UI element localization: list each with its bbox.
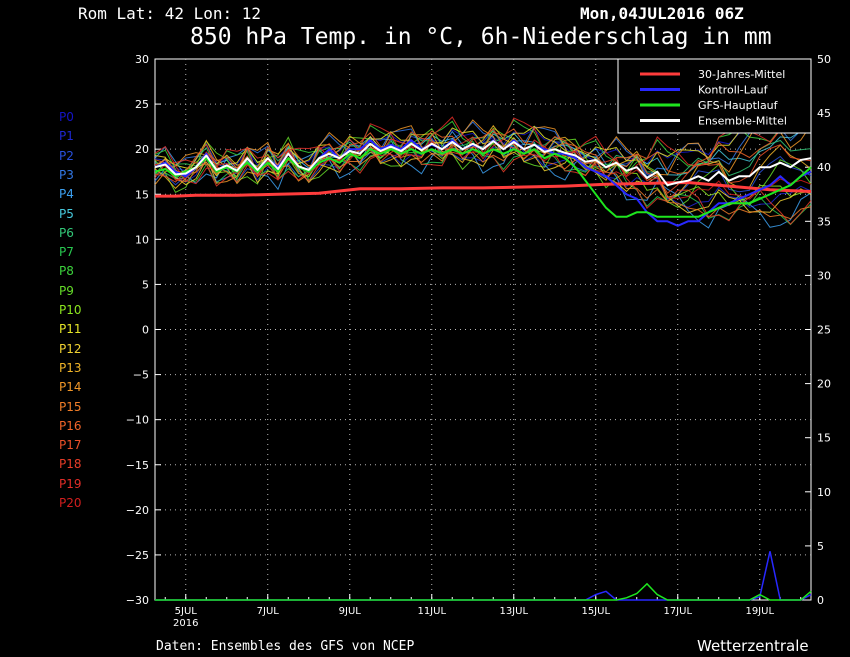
member-label: P6 [59, 225, 74, 240]
y-left-tick-label: 10 [135, 233, 149, 246]
legend-label: Ensemble-Mittel [698, 115, 787, 128]
member-label: P1 [59, 129, 74, 144]
axes: 302520151050−5−10−15−20−25−3050454035302… [126, 53, 831, 629]
member-label: P16 [59, 418, 82, 433]
member-label: P20 [59, 496, 82, 510]
data-source: Daten: Ensembles des GFS von NCEP [156, 639, 415, 654]
y-left-tick-label: −25 [126, 549, 149, 562]
run-datetime: Mon,04JUL2016 06Z [580, 4, 744, 23]
chart-title: 850 hPa Temp. in °C, 6h-Niederschlag in … [190, 24, 772, 50]
member-line-p15 [154, 143, 812, 220]
member-line-p17 [154, 128, 812, 194]
member-line-p11 [154, 97, 812, 177]
member-label: P12 [59, 341, 82, 356]
y-right-tick-label: 10 [817, 486, 831, 499]
precip-line-kontroll-lauf [155, 551, 812, 601]
x-tick-label: 17JUL [663, 606, 692, 617]
member-label: P9 [59, 283, 74, 298]
y-right-tick-label: 0 [817, 594, 824, 607]
y-left-tick-label: 15 [135, 188, 149, 201]
y-left-tick-label: 30 [135, 53, 149, 66]
y-left-tick-label: −10 [126, 414, 149, 427]
member-line-p8 [154, 96, 812, 182]
legend-label: 30-Jahres-Mittel [698, 68, 785, 81]
y-right-tick-label: 45 [817, 107, 831, 120]
x-tick-label: 13JUL [499, 606, 528, 617]
member-label: P0 [59, 110, 74, 124]
y-right-tick-label: 25 [817, 324, 831, 337]
member-label: P17 [59, 438, 82, 453]
x-tick-label: 9JUL [339, 606, 362, 617]
member-label: P18 [59, 457, 82, 472]
member-label: P4 [59, 187, 74, 202]
series-line-ensemble-mittel [154, 140, 812, 187]
x-tick-label: 7JUL [257, 606, 280, 617]
legend-label: GFS-Hauptlauf [698, 99, 779, 112]
legend-label: Kontroll-Lauf [698, 84, 769, 97]
x-tick-label: 19JUL [745, 606, 774, 617]
y-right-tick-label: 15 [817, 432, 831, 445]
y-right-tick-label: 40 [817, 161, 831, 174]
y-left-tick-label: −15 [126, 459, 149, 472]
location-label: Rom Lat: 42 Lon: 12 [78, 4, 262, 23]
series-lines [154, 139, 812, 227]
member-line-p18 [154, 136, 812, 225]
series-line-30-jahres-mittel [155, 181, 812, 198]
y-right-tick-label: 35 [817, 215, 831, 228]
member-label: P8 [59, 264, 74, 279]
member-label: P5 [59, 206, 74, 221]
member-label: P3 [59, 167, 74, 182]
y-right-tick-label: 30 [817, 269, 831, 282]
brand-label: Wetterzentrale [697, 637, 809, 655]
member-label: P19 [59, 476, 82, 491]
y-left-tick-label: −5 [133, 369, 149, 382]
legend: 30-Jahres-Mittel Kontroll-Lauf GFS-Hauptla… [617, 58, 812, 134]
y-left-tick-label: −20 [126, 504, 149, 517]
y-left-tick-label: 0 [142, 324, 149, 337]
member-line-p19 [154, 88, 812, 185]
y-right-tick-label: 5 [817, 540, 824, 553]
member-line-p14 [154, 118, 812, 186]
x-tick-label: 5JUL [175, 606, 198, 617]
series-line-gfs-hauptlauf [154, 148, 812, 218]
member-line-p12 [154, 135, 812, 214]
member-label: P13 [59, 360, 82, 375]
y-left-tick-label: 5 [142, 278, 149, 291]
precip-line-gfs-hauptlauf [155, 582, 812, 601]
member-label: P2 [59, 148, 74, 163]
member-label: P15 [59, 399, 82, 414]
y-left-tick-label: −30 [126, 594, 149, 607]
y-left-tick-label: 25 [135, 98, 149, 111]
y-right-tick-label: 50 [817, 53, 831, 66]
member-label: P7 [59, 245, 74, 260]
y-right-tick-label: 20 [817, 378, 831, 391]
x-tick-label: 11JUL [417, 606, 446, 617]
precip-lines [155, 551, 812, 601]
x-tick-label: 15JUL [581, 606, 610, 617]
member-label: P14 [59, 380, 82, 395]
y-left-tick-label: 20 [135, 143, 149, 156]
member-label: P10 [59, 303, 82, 317]
x-tick-sublabel: 2016 [173, 618, 198, 629]
member-label: P11 [59, 322, 82, 337]
